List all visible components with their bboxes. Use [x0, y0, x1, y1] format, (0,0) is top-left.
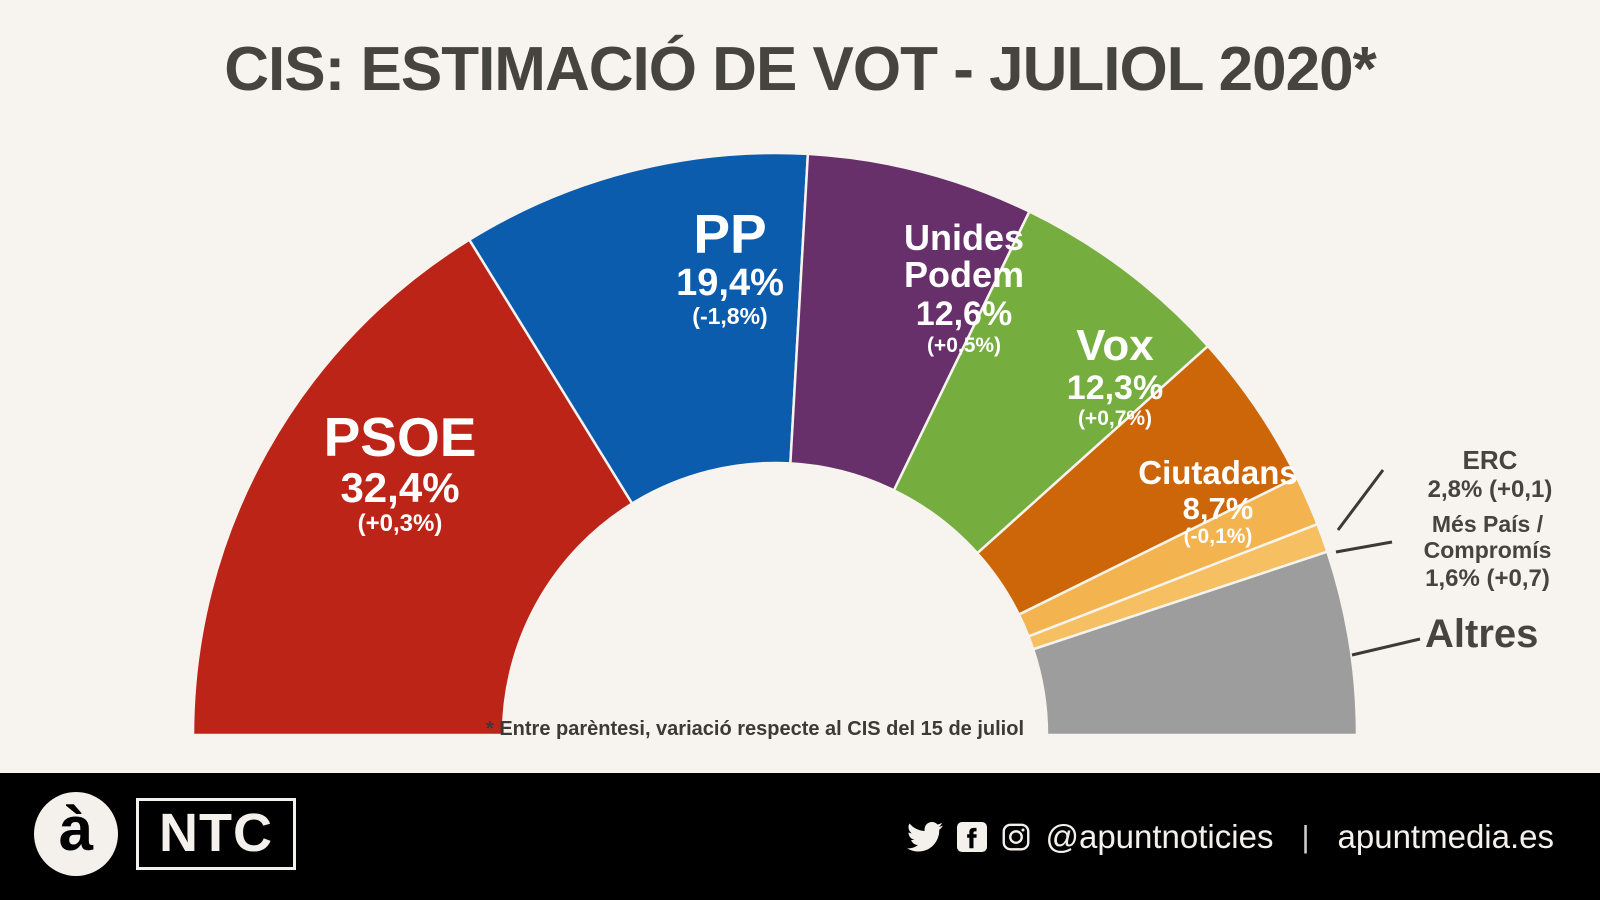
semicircle-donut-chart: [191, 151, 1421, 737]
website-url: apuntmedia.es: [1337, 817, 1554, 855]
donut-slice-altres: [1031, 550, 1359, 737]
callout-altres-name: Altres: [1425, 612, 1539, 656]
callout-mes-pais: Més País / Compromís 1,6% (+0,7): [1385, 511, 1590, 592]
brand-logo: à NTC: [34, 792, 296, 876]
callout-altres: Altres: [1425, 612, 1600, 657]
callout-mes-pais-name-line2: Compromís: [1423, 536, 1552, 563]
ntc-logo: NTC: [136, 798, 296, 870]
callout-leader-lines: [1335, 469, 1421, 657]
leader-line-altres: [1351, 637, 1421, 657]
callout-mes-pais-name-line1: Més País /: [1431, 511, 1544, 537]
leader-line-erc: [1336, 469, 1385, 531]
instagram-icon[interactable]: [1001, 822, 1031, 852]
donut-slice-pp: [467, 151, 810, 506]
twitter-icon[interactable]: [907, 821, 944, 852]
footer-divider: |: [1301, 818, 1310, 854]
footer-social: @apuntnoticies | apuntmedia.es: [907, 773, 1554, 900]
leader-line-mes-pais: [1335, 540, 1393, 554]
callout-erc-value: 2,8% (+0,1): [1427, 476, 1553, 504]
donut-slice-psoe: [191, 238, 634, 737]
chart-footnote: * Entre parèntesi, variació respecte al …: [486, 718, 1024, 740]
facebook-icon[interactable]: [957, 821, 988, 852]
callout-erc-name: ERC: [1462, 445, 1518, 475]
callout-erc: ERC 2,8% (+0,1): [1390, 445, 1590, 504]
callout-mes-pais-value: 1,6% (+0,7): [1425, 564, 1550, 592]
apunt-circle-logo: à: [34, 792, 118, 876]
footer-bar: à NTC @apuntnot: [0, 773, 1600, 900]
page-title: CIS: ESTIMACIÓ DE VOT - JULIOL 2020*: [224, 35, 1376, 104]
donut-slices: [191, 151, 1359, 737]
social-handle: @apuntnoticies: [1045, 817, 1274, 855]
